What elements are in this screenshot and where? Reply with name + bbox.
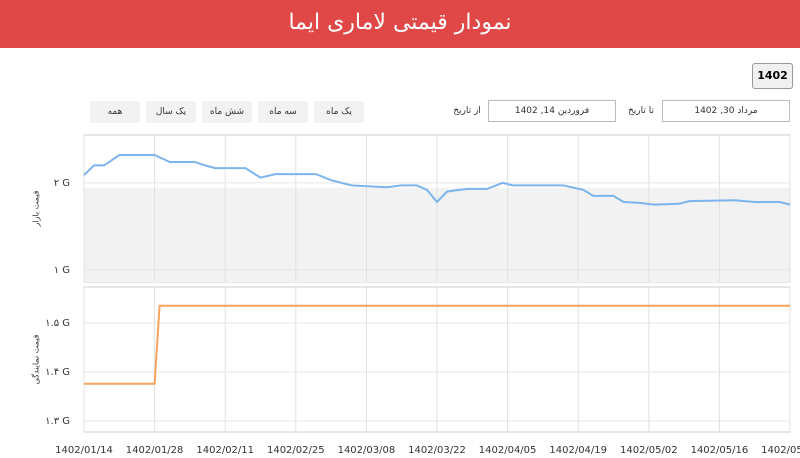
range-button[interactable]: یک ماه: [314, 101, 364, 123]
x-tick-label: 1402/05/02: [620, 445, 678, 456]
y-tick-label: ۱.۴ G: [45, 367, 70, 378]
header-title: نمودار قیمتی لاماری ایما: [0, 0, 800, 48]
x-tick-label: 1402/05/16: [691, 445, 749, 456]
x-tick-label: 1402/03/08: [338, 445, 396, 456]
y-axis-label: قیمت بازار: [32, 190, 41, 227]
y-axis-label: قیمت نمایندگی: [31, 334, 41, 384]
x-tick-label: 1402/03/22: [408, 445, 466, 456]
range-button[interactable]: یک سال: [146, 101, 196, 123]
range-button[interactable]: شش ماه: [202, 101, 252, 123]
price-line: [84, 304, 790, 385]
y-tick-label: ۱.۵ G: [45, 318, 70, 329]
x-tick-label: 1402/01/14: [55, 445, 113, 456]
x-tick-label: 1402/02/11: [196, 445, 254, 456]
price-line: [83, 154, 791, 206]
y-tick-label: ۲ G: [54, 178, 70, 189]
from-date[interactable]: فروردین 14, 1402: [488, 100, 616, 122]
x-tick-label: 1402/04/19: [549, 445, 607, 456]
range-button[interactable]: سه ماه: [258, 101, 308, 123]
range-button[interactable]: همه: [90, 101, 140, 123]
x-tick-label: 1402/02/25: [267, 445, 325, 456]
from-label: از تاریخ: [453, 106, 481, 116]
y-tick-label: ۱ G: [54, 265, 70, 276]
x-tick-label: 1402/05/30: [761, 445, 800, 456]
y-tick-label: ۱.۳ G: [45, 416, 70, 427]
x-tick-label: 1402/01/28: [126, 445, 184, 456]
to-date[interactable]: مرداد 30, 1402: [662, 100, 790, 122]
x-tick-label: 1402/04/05: [479, 445, 537, 456]
to-label: تا تاریخ: [627, 106, 654, 116]
year-button[interactable]: 1402: [752, 63, 793, 89]
